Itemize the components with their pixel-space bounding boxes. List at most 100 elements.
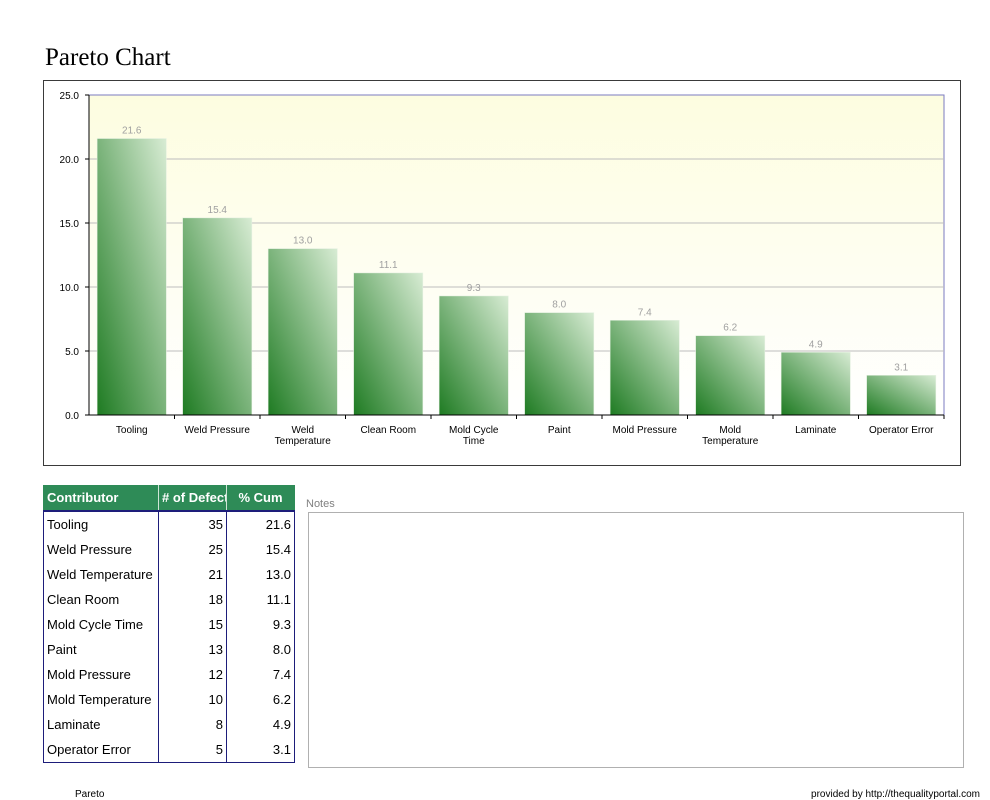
cell-defects: 35: [158, 511, 227, 537]
x-tick-label: Weld Temperature: [275, 425, 332, 447]
chart-canvas: 21.6 15.4 13.0 11.1 9.3 8.0 7.4 6.2 4.9 3.1 0.0 5.…: [60, 91, 945, 447]
x-tick-label-line: Paint: [548, 425, 571, 436]
x-tick-label: Laminate: [795, 425, 837, 436]
bar: [182, 217, 253, 416]
cell-defects: 21: [158, 562, 227, 587]
header-cumulative: % Cum: [226, 485, 295, 512]
bar: [695, 335, 766, 416]
value-labels: 21.6 15.4 13.0 11.1 9.3 8.0 7.4 6.2 4.9 3.1: [122, 126, 909, 374]
x-tick-label-line: Temperature: [275, 436, 332, 447]
cell-cum-pct: 3.1: [226, 737, 295, 763]
x-tick-label: Clean Room: [360, 425, 416, 436]
x-tick-label: Mold Cycle Time: [449, 425, 499, 447]
cell-cum-pct: 21.6: [226, 511, 295, 537]
cell-contributor: Operator Error: [43, 737, 159, 763]
x-tick-label-line: Temperature: [702, 436, 759, 447]
cell-contributor: Laminate: [43, 712, 159, 737]
cell-defects: 5: [158, 737, 227, 763]
x-tick-label: Mold Temperature: [702, 425, 759, 447]
x-tick-label-line: Tooling: [116, 425, 148, 436]
cell-defects: 8: [158, 712, 227, 737]
table-row: Mold Temperature 10 6.2: [43, 687, 295, 712]
cell-defects: 15: [158, 612, 227, 637]
data-table: Contributor # of Defect % Cum Tooling 35 2…: [43, 485, 295, 763]
table-row: Tooling 35 21.6: [43, 511, 295, 537]
y-tick-label: 5.0: [65, 347, 79, 358]
header-contributor: Contributor: [43, 485, 159, 512]
table-row: Laminate 8 4.9: [43, 712, 295, 737]
cell-contributor: Mold Temperature: [43, 687, 159, 712]
cell-contributor: Mold Cycle Time: [43, 612, 159, 637]
x-tick-label: Tooling: [116, 425, 148, 436]
table-row: Weld Temperature 21 13.0: [43, 562, 295, 587]
bar-value-label: 6.2: [723, 323, 737, 334]
cell-cum-pct: 7.4: [226, 662, 295, 687]
notes-area[interactable]: [308, 512, 964, 768]
x-tick-label-line: Weld Pressure: [185, 425, 251, 436]
bar-value-label: 7.4: [638, 307, 652, 318]
table-row: Clean Room 18 11.1: [43, 587, 295, 612]
header-defects: # of Defect: [158, 485, 227, 512]
bar: [780, 352, 851, 416]
bar-value-label: 11.1: [379, 260, 398, 271]
bar: [438, 295, 509, 416]
cell-defects: 13: [158, 637, 227, 662]
bar-value-label: 13.0: [293, 236, 313, 247]
table-row: Operator Error 5 3.1: [43, 737, 295, 763]
table-row: Mold Pressure 12 7.4: [43, 662, 295, 687]
cell-defects: 25: [158, 537, 227, 562]
cell-contributor: Mold Pressure: [43, 662, 159, 687]
cell-contributor: Weld Temperature: [43, 562, 159, 587]
bar-value-label: 8.0: [552, 300, 566, 311]
bar-value-label: 3.1: [894, 362, 908, 373]
cell-cum-pct: 9.3: [226, 612, 295, 637]
cell-cum-pct: 6.2: [226, 687, 295, 712]
x-tick-label: Operator Error: [869, 425, 934, 436]
cell-cum-pct: 13.0: [226, 562, 295, 587]
x-tick-label: Paint: [548, 425, 571, 436]
cell-cum-pct: 8.0: [226, 637, 295, 662]
cell-contributor: Paint: [43, 637, 159, 662]
table-row: Paint 13 8.0: [43, 637, 295, 662]
cell-cum-pct: 11.1: [226, 587, 295, 612]
cell-contributor: Weld Pressure: [43, 537, 159, 562]
bar: [353, 272, 424, 416]
bar: [96, 138, 167, 416]
table-row: Mold Cycle Time 15 9.3: [43, 612, 295, 637]
y-tick-label: 15.0: [60, 219, 80, 230]
cell-defects: 18: [158, 587, 227, 612]
x-tick-label-line: Mold: [719, 425, 741, 436]
bar-value-label: 9.3: [467, 283, 481, 294]
cell-cum-pct: 4.9: [226, 712, 295, 737]
bar: [524, 312, 595, 416]
table-header-row: Contributor # of Defect % Cum: [43, 485, 295, 512]
bar: [267, 248, 338, 416]
cell-contributor: Tooling: [43, 511, 159, 537]
table-row: Weld Pressure 25 15.4: [43, 537, 295, 562]
cell-defects: 12: [158, 662, 227, 687]
x-tick-label: Weld Pressure: [185, 425, 251, 436]
x-tick-label-line: Operator Error: [869, 425, 934, 436]
y-tick-label: 25.0: [60, 91, 80, 102]
x-tick-label-line: Mold Cycle: [449, 425, 499, 436]
notes-label: Notes: [306, 498, 335, 510]
x-tick-label-line: Clean Room: [360, 425, 416, 436]
page-title: Pareto Chart: [45, 44, 171, 71]
bar: [866, 375, 937, 416]
cell-cum-pct: 15.4: [226, 537, 295, 562]
bar-value-label: 4.9: [809, 339, 823, 350]
y-tick-label: 10.0: [60, 283, 80, 294]
table-body: Tooling 35 21.6 Weld Pressure 25 15.4 Weld Tem…: [43, 511, 295, 763]
axes: 0.0 5.0 10.0 15.0 20.0 25.0 Tooling Weld Pressu…: [60, 91, 945, 447]
x-tick-label-line: Weld: [291, 425, 314, 436]
bar-value-label: 21.6: [122, 126, 142, 137]
cell-defects: 10: [158, 687, 227, 712]
x-tick-label-line: Mold Pressure: [613, 425, 678, 436]
y-tick-label: 20.0: [60, 155, 80, 166]
pareto-chart: 21.6 15.4 13.0 11.1 9.3 8.0 7.4 6.2 4.9 3.1 0.0 5.…: [43, 80, 961, 466]
footer-sheet-name: Pareto: [75, 789, 105, 800]
footer-credit: provided by http://thequalityportal.com: [811, 789, 980, 800]
x-tick-label: Mold Pressure: [613, 425, 678, 436]
x-tick-label-line: Time: [463, 436, 485, 447]
y-tick-label: 0.0: [65, 411, 79, 422]
